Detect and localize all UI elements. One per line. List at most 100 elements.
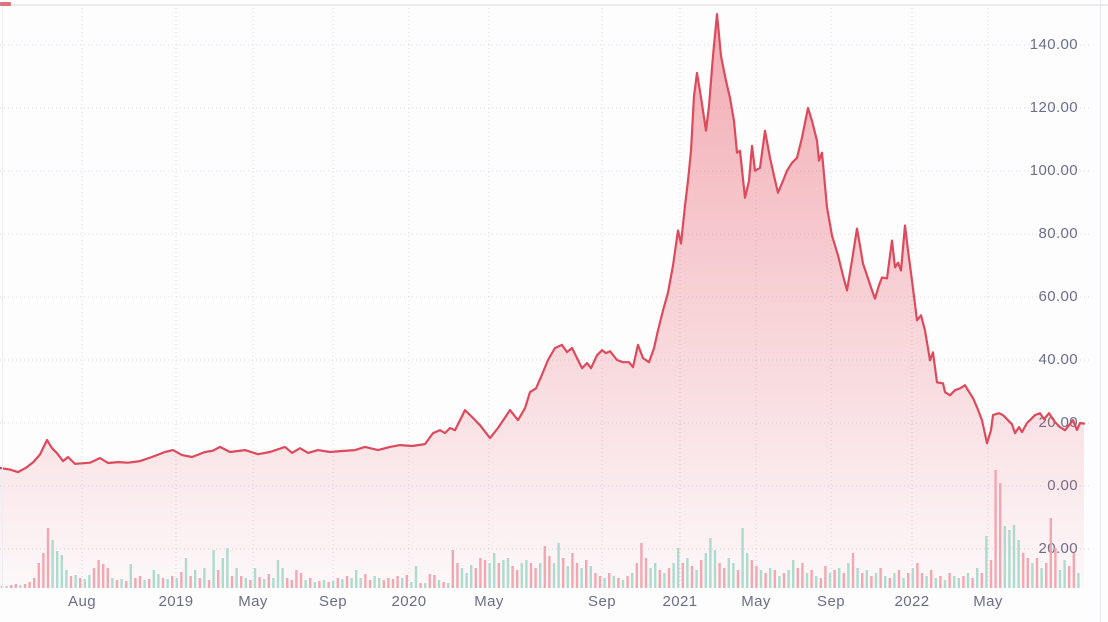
- volume-bar: [746, 553, 749, 588]
- volume-bar: [690, 566, 694, 588]
- volume-bar: [598, 576, 602, 588]
- volume-bar: [129, 564, 132, 588]
- volume-bar: [943, 580, 947, 588]
- volume-bar: [1040, 568, 1043, 588]
- volume-bar: [727, 558, 730, 588]
- volume-bar: [437, 580, 441, 588]
- volume-bar: [281, 568, 284, 588]
- volume-bar: [948, 573, 951, 588]
- volume-bar: [874, 573, 878, 588]
- price-tick-label: 100.00: [1029, 162, 1078, 179]
- volume-bar: [1058, 570, 1062, 588]
- volume-bar: [465, 573, 468, 588]
- volume-bar: [125, 581, 128, 588]
- volume-bar: [37, 563, 40, 588]
- volume-bar: [529, 563, 533, 588]
- volume-bar: [276, 560, 280, 588]
- volume-bar: [971, 578, 974, 588]
- volume-bar: [350, 578, 353, 588]
- volume-bar: [566, 566, 569, 588]
- volume-bar: [134, 578, 137, 588]
- volume-bar: [976, 568, 979, 588]
- volume-bar: [764, 573, 767, 588]
- volume-bar: [161, 578, 165, 588]
- volume-bar: [267, 574, 270, 588]
- volume-bar: [414, 566, 418, 588]
- volume-bar: [994, 470, 997, 588]
- time-tick-label: Sep: [319, 593, 347, 610]
- volume-bars: [0, 470, 1080, 588]
- volume-bar: [1026, 558, 1029, 588]
- volume-bar: [516, 570, 519, 588]
- volume-bar: [838, 568, 841, 588]
- volume-bar: [345, 576, 349, 588]
- volume-bar: [1054, 548, 1057, 588]
- volume-bar: [295, 570, 298, 588]
- volume-bar: [713, 550, 717, 588]
- volume-bar: [1068, 566, 1071, 588]
- volume-bar: [557, 543, 560, 588]
- time-tick-label: Sep: [817, 593, 845, 610]
- volume-bar: [502, 560, 505, 588]
- volume-bar: [663, 573, 666, 588]
- volume-bar: [14, 584, 17, 588]
- volume-bar: [327, 582, 330, 588]
- volume-bar: [405, 575, 408, 588]
- volume-bar: [934, 578, 937, 588]
- volume-bar: [286, 578, 289, 588]
- volume-bar: [856, 568, 859, 588]
- volume-bar: [916, 563, 919, 588]
- volume-bar: [985, 536, 988, 588]
- volume-bar: [166, 579, 169, 588]
- volume-bar: [1049, 518, 1052, 588]
- volume-bar: [364, 574, 367, 588]
- volume-bar: [603, 578, 606, 588]
- volume-bar: [925, 576, 928, 588]
- volume-bar: [695, 570, 698, 588]
- volume-bar: [387, 578, 390, 588]
- volume-bar: [240, 576, 243, 588]
- volume-bar: [368, 580, 372, 588]
- volume-bar: [980, 573, 983, 588]
- volume-bar: [382, 580, 385, 588]
- volume-bar: [106, 568, 109, 588]
- volume-bar: [773, 570, 776, 588]
- volume-bar: [456, 563, 459, 588]
- volume-bar: [378, 578, 381, 588]
- volume-bar: [304, 580, 307, 588]
- volume-bar: [83, 579, 86, 588]
- volume-bar: [888, 578, 891, 588]
- volume-bar: [479, 558, 482, 588]
- volume-bar: [1022, 553, 1025, 588]
- volume-bar: [741, 528, 744, 588]
- volume-bar: [60, 555, 63, 588]
- volume-bar: [635, 563, 638, 588]
- volume-bar: [520, 563, 523, 588]
- volume-bar: [999, 483, 1002, 588]
- volume-bar: [842, 573, 845, 588]
- volume-bar: [525, 560, 528, 588]
- volume-bar: [962, 576, 965, 588]
- volume-bar: [575, 563, 579, 588]
- volume-bar: [341, 579, 344, 588]
- volume-bar: [534, 568, 537, 588]
- time-tick-label: 2021: [662, 593, 698, 610]
- volume-bar: [10, 585, 13, 588]
- volume-bar: [318, 581, 321, 588]
- volume-bar: [401, 578, 404, 588]
- time-tick-label: 2020: [391, 593, 427, 610]
- volume-bar: [226, 548, 229, 588]
- volume-bar: [792, 560, 795, 588]
- volume-bar: [617, 578, 620, 588]
- volume-bar: [235, 568, 238, 588]
- volume-bar: [203, 568, 206, 588]
- volume-bar: [148, 579, 151, 588]
- volume-bar: [65, 570, 68, 588]
- volume-bar: [672, 563, 675, 588]
- price-tick-label: 140.00: [1029, 36, 1078, 53]
- volume-bar: [51, 540, 54, 588]
- volume-bar: [115, 580, 119, 588]
- volume-bar: [893, 573, 896, 588]
- pane-left-border: [2, 5, 3, 588]
